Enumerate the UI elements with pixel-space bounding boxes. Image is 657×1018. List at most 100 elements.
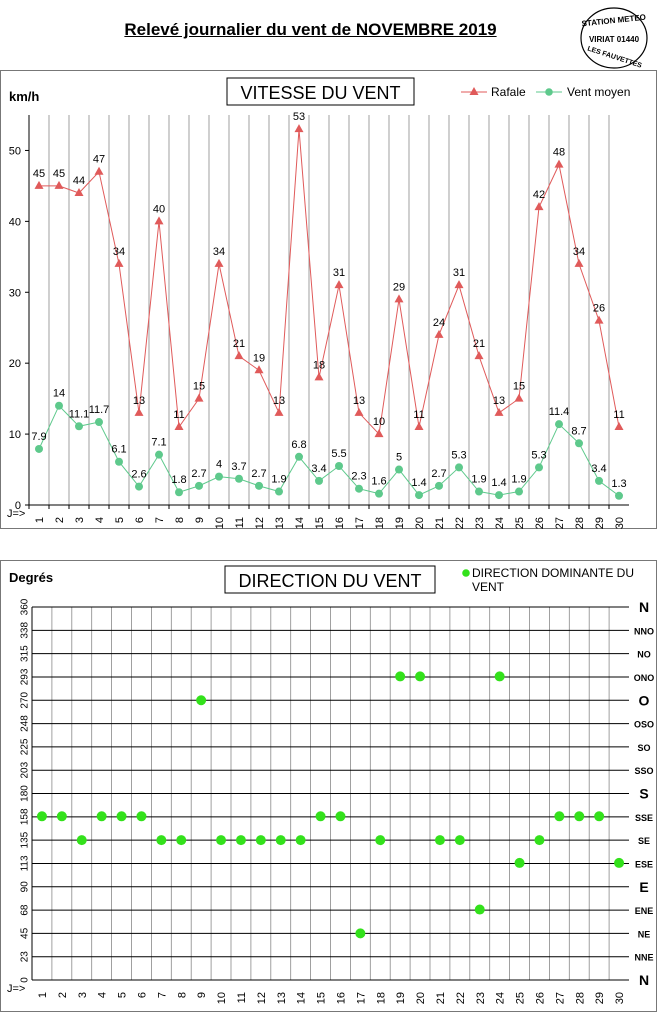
x-tick-label: 25 xyxy=(515,992,527,1004)
mean-point xyxy=(595,476,603,485)
direction-point xyxy=(96,811,107,822)
gust-point xyxy=(614,422,624,430)
x-tick-label: 2 xyxy=(57,992,69,998)
mean-point xyxy=(375,489,383,498)
x-tick-label: 30 xyxy=(614,517,626,529)
gust-point xyxy=(534,202,544,211)
mean-point xyxy=(235,474,243,483)
gust-data-label: 19 xyxy=(253,352,265,364)
gust-point xyxy=(554,159,564,168)
direction-point xyxy=(494,671,505,682)
y-tick-label: 203 xyxy=(20,761,31,778)
x-tick-label: 1 xyxy=(37,992,49,998)
y-tick-label: 45 xyxy=(20,927,31,939)
svg-text:STATION METEO: STATION METEO xyxy=(581,13,646,29)
gust-point xyxy=(394,294,404,303)
mean-data-label: 11.1 xyxy=(69,408,90,420)
series-line-gust xyxy=(39,129,620,436)
mean-data-label: 6.1 xyxy=(111,444,126,456)
gust-point xyxy=(194,393,204,402)
direction-point xyxy=(574,811,585,822)
x-axis-prefix: J=> xyxy=(7,508,25,520)
station-stamp-logo: STATION METEO VIRIAT 01440 LES FAUVETTES xyxy=(580,7,648,70)
gust-point xyxy=(414,422,424,430)
x-tick-label: 23 xyxy=(475,992,487,1004)
chart-title: DIRECTION DU VENT xyxy=(238,571,421,591)
x-tick-label: 22 xyxy=(455,992,467,1004)
x-tick-label: 29 xyxy=(594,992,606,1004)
mean-data-label: 1.3 xyxy=(611,478,626,490)
direction-point xyxy=(156,835,167,846)
x-tick-label: 2 xyxy=(54,517,66,523)
gust-data-label: 13 xyxy=(133,395,145,407)
direction-point xyxy=(176,835,187,846)
gust-point xyxy=(74,188,84,196)
direction-point xyxy=(196,695,207,706)
gust-point xyxy=(54,180,64,189)
mean-point xyxy=(275,487,283,496)
compass-label: ONO xyxy=(634,673,655,683)
gust-data-label: 40 xyxy=(153,203,165,215)
x-tick-label: 24 xyxy=(494,517,506,529)
gust-data-label: 45 xyxy=(53,168,65,180)
direction-point xyxy=(415,671,426,682)
x-tick-label: 7 xyxy=(156,992,168,998)
mean-data-label: 2.3 xyxy=(351,471,366,483)
mean-data-label: 3.4 xyxy=(311,463,326,475)
legend-direction-label-line2: VENT xyxy=(472,580,505,594)
y-tick-label: 270 xyxy=(20,691,31,708)
x-tick-label: 15 xyxy=(314,517,326,529)
x-tick-label: 4 xyxy=(97,992,109,998)
direction-point xyxy=(116,811,127,822)
y-tick-label: 10 xyxy=(9,429,21,441)
gust-point xyxy=(514,393,524,402)
direction-point xyxy=(235,835,246,846)
gust-data-label: 34 xyxy=(113,246,125,258)
gust-data-label: 26 xyxy=(593,303,605,315)
mean-data-label: 3.4 xyxy=(591,463,606,475)
direction-point xyxy=(434,835,445,846)
legend-direction-label-line1: DIRECTION DOMINANTE DU xyxy=(472,566,634,580)
mean-data-label: 5 xyxy=(396,452,402,464)
direction-point xyxy=(355,928,366,939)
mean-point xyxy=(55,401,63,410)
y-tick-label: 20 xyxy=(9,358,21,370)
mean-point xyxy=(495,491,503,500)
x-tick-label: 8 xyxy=(176,992,188,998)
x-tick-label: 17 xyxy=(354,517,366,529)
gust-point xyxy=(594,315,604,324)
gust-data-label: 13 xyxy=(353,395,365,407)
gust-data-label: 21 xyxy=(233,338,245,350)
gust-point xyxy=(274,407,284,416)
gust-data-label: 45 xyxy=(33,168,45,180)
gust-point xyxy=(234,351,244,360)
svg-text:LES FAUVETTES: LES FAUVETTES xyxy=(586,45,642,69)
mean-data-label: 8.7 xyxy=(571,425,586,437)
mean-point xyxy=(615,491,623,500)
x-axis-prefix: J=> xyxy=(7,983,25,995)
x-tick-label: 5 xyxy=(114,517,126,523)
mean-data-label: 5.3 xyxy=(531,449,546,461)
mean-point xyxy=(575,439,583,448)
mean-data-label: 1.9 xyxy=(511,474,526,486)
compass-label: S xyxy=(639,786,648,802)
legend-gust-label: Rafale xyxy=(491,85,526,99)
x-tick-label: 9 xyxy=(196,992,208,998)
mean-point xyxy=(175,488,183,497)
mean-data-label: 3.7 xyxy=(231,461,246,473)
mean-point xyxy=(335,462,343,470)
x-tick-label: 15 xyxy=(316,992,328,1004)
mean-point xyxy=(535,463,543,472)
x-tick-label: 6 xyxy=(134,517,146,523)
gust-point xyxy=(314,372,324,381)
direction-point xyxy=(534,835,545,846)
gust-point xyxy=(154,216,164,225)
y-tick-label: 248 xyxy=(20,715,31,732)
gust-data-label: 15 xyxy=(513,381,525,393)
direction-point xyxy=(255,835,266,846)
y-tick-label: 135 xyxy=(20,831,31,848)
mean-point xyxy=(195,481,203,490)
direction-point xyxy=(454,835,465,846)
direction-point xyxy=(375,835,386,846)
